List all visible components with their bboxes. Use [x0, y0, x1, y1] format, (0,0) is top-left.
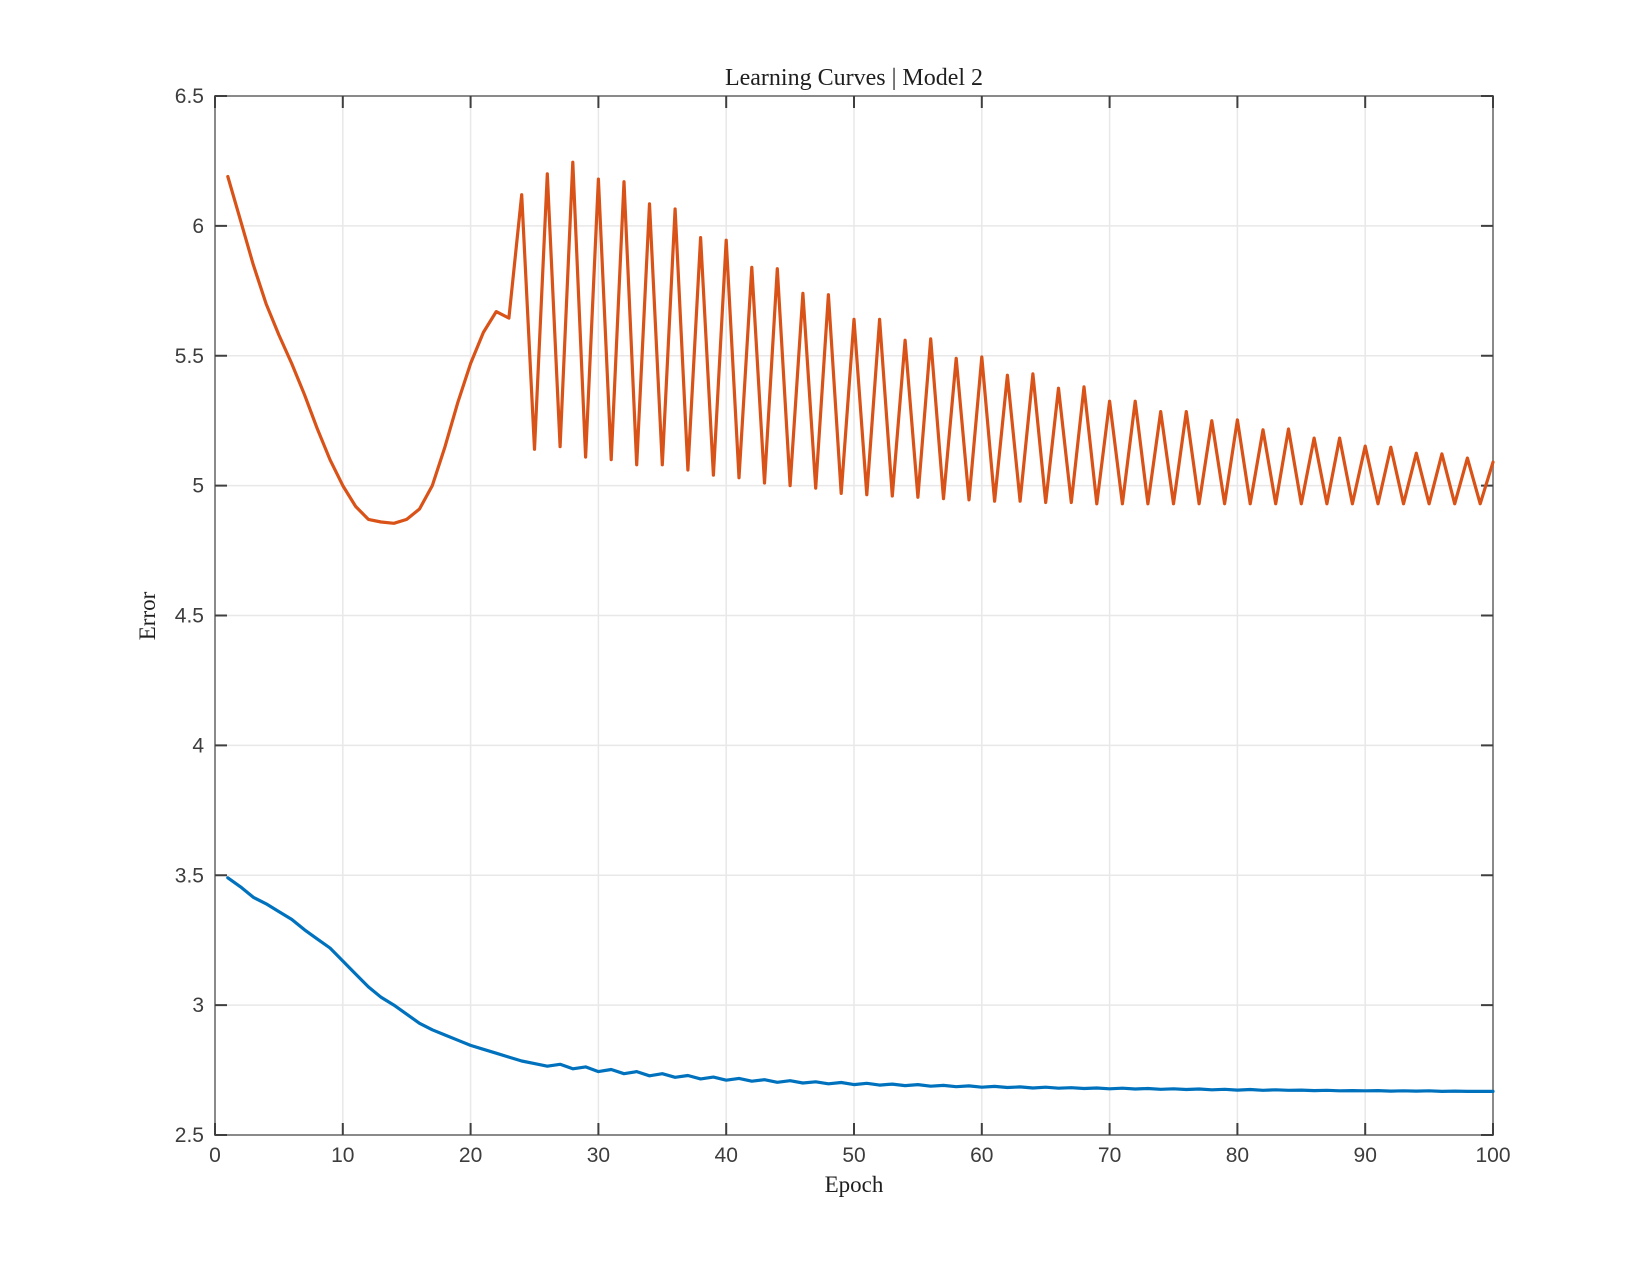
- y-tick-label: 2.5: [175, 1124, 204, 1147]
- grid-lines: [214, 95, 1494, 1136]
- y-axis-label: Error: [135, 591, 160, 640]
- y-tick-label: 5.5: [175, 345, 204, 368]
- y-tick-label: 5: [192, 475, 204, 498]
- y-tick-label: 6.5: [175, 85, 204, 108]
- y-tick-label: 3.5: [175, 864, 204, 887]
- y-tick-labels: 2.5 3 3.5 4 4.5 5 5.5 6 6.5: [175, 85, 205, 1147]
- x-tick-label: 40: [715, 1144, 738, 1167]
- y-tick-label: 3: [192, 994, 204, 1017]
- x-tick-label: 50: [842, 1144, 865, 1167]
- data-line-series-1: [226, 160, 1495, 525]
- chart-title: Learning Curves | Model 2: [725, 65, 983, 91]
- x-axis-label: Epoch: [825, 1172, 884, 1197]
- x-tick-label: 20: [459, 1144, 482, 1167]
- x-tick-label: 90: [1354, 1144, 1377, 1167]
- x-tick-label: 10: [331, 1144, 354, 1167]
- y-tick-label: 4.5: [175, 605, 204, 628]
- x-tick-label: 80: [1226, 1144, 1249, 1167]
- y-tick-label: 6: [192, 215, 204, 238]
- x-tick-label: 100: [1475, 1144, 1510, 1167]
- x-tick-labels: 0 10 20 30 40 50 60 70 80 90 100: [209, 1144, 1510, 1167]
- x-tick-label: 0: [209, 1144, 221, 1167]
- x-tick-label: 70: [1098, 1144, 1121, 1167]
- x-tick-label: 60: [970, 1144, 993, 1167]
- tick-marks: [214, 95, 1494, 1136]
- series-lines: [226, 160, 1495, 1094]
- x-tick-label: 30: [587, 1144, 610, 1167]
- y-tick-label: 4: [192, 734, 204, 757]
- data-line-series-2: [226, 876, 1495, 1094]
